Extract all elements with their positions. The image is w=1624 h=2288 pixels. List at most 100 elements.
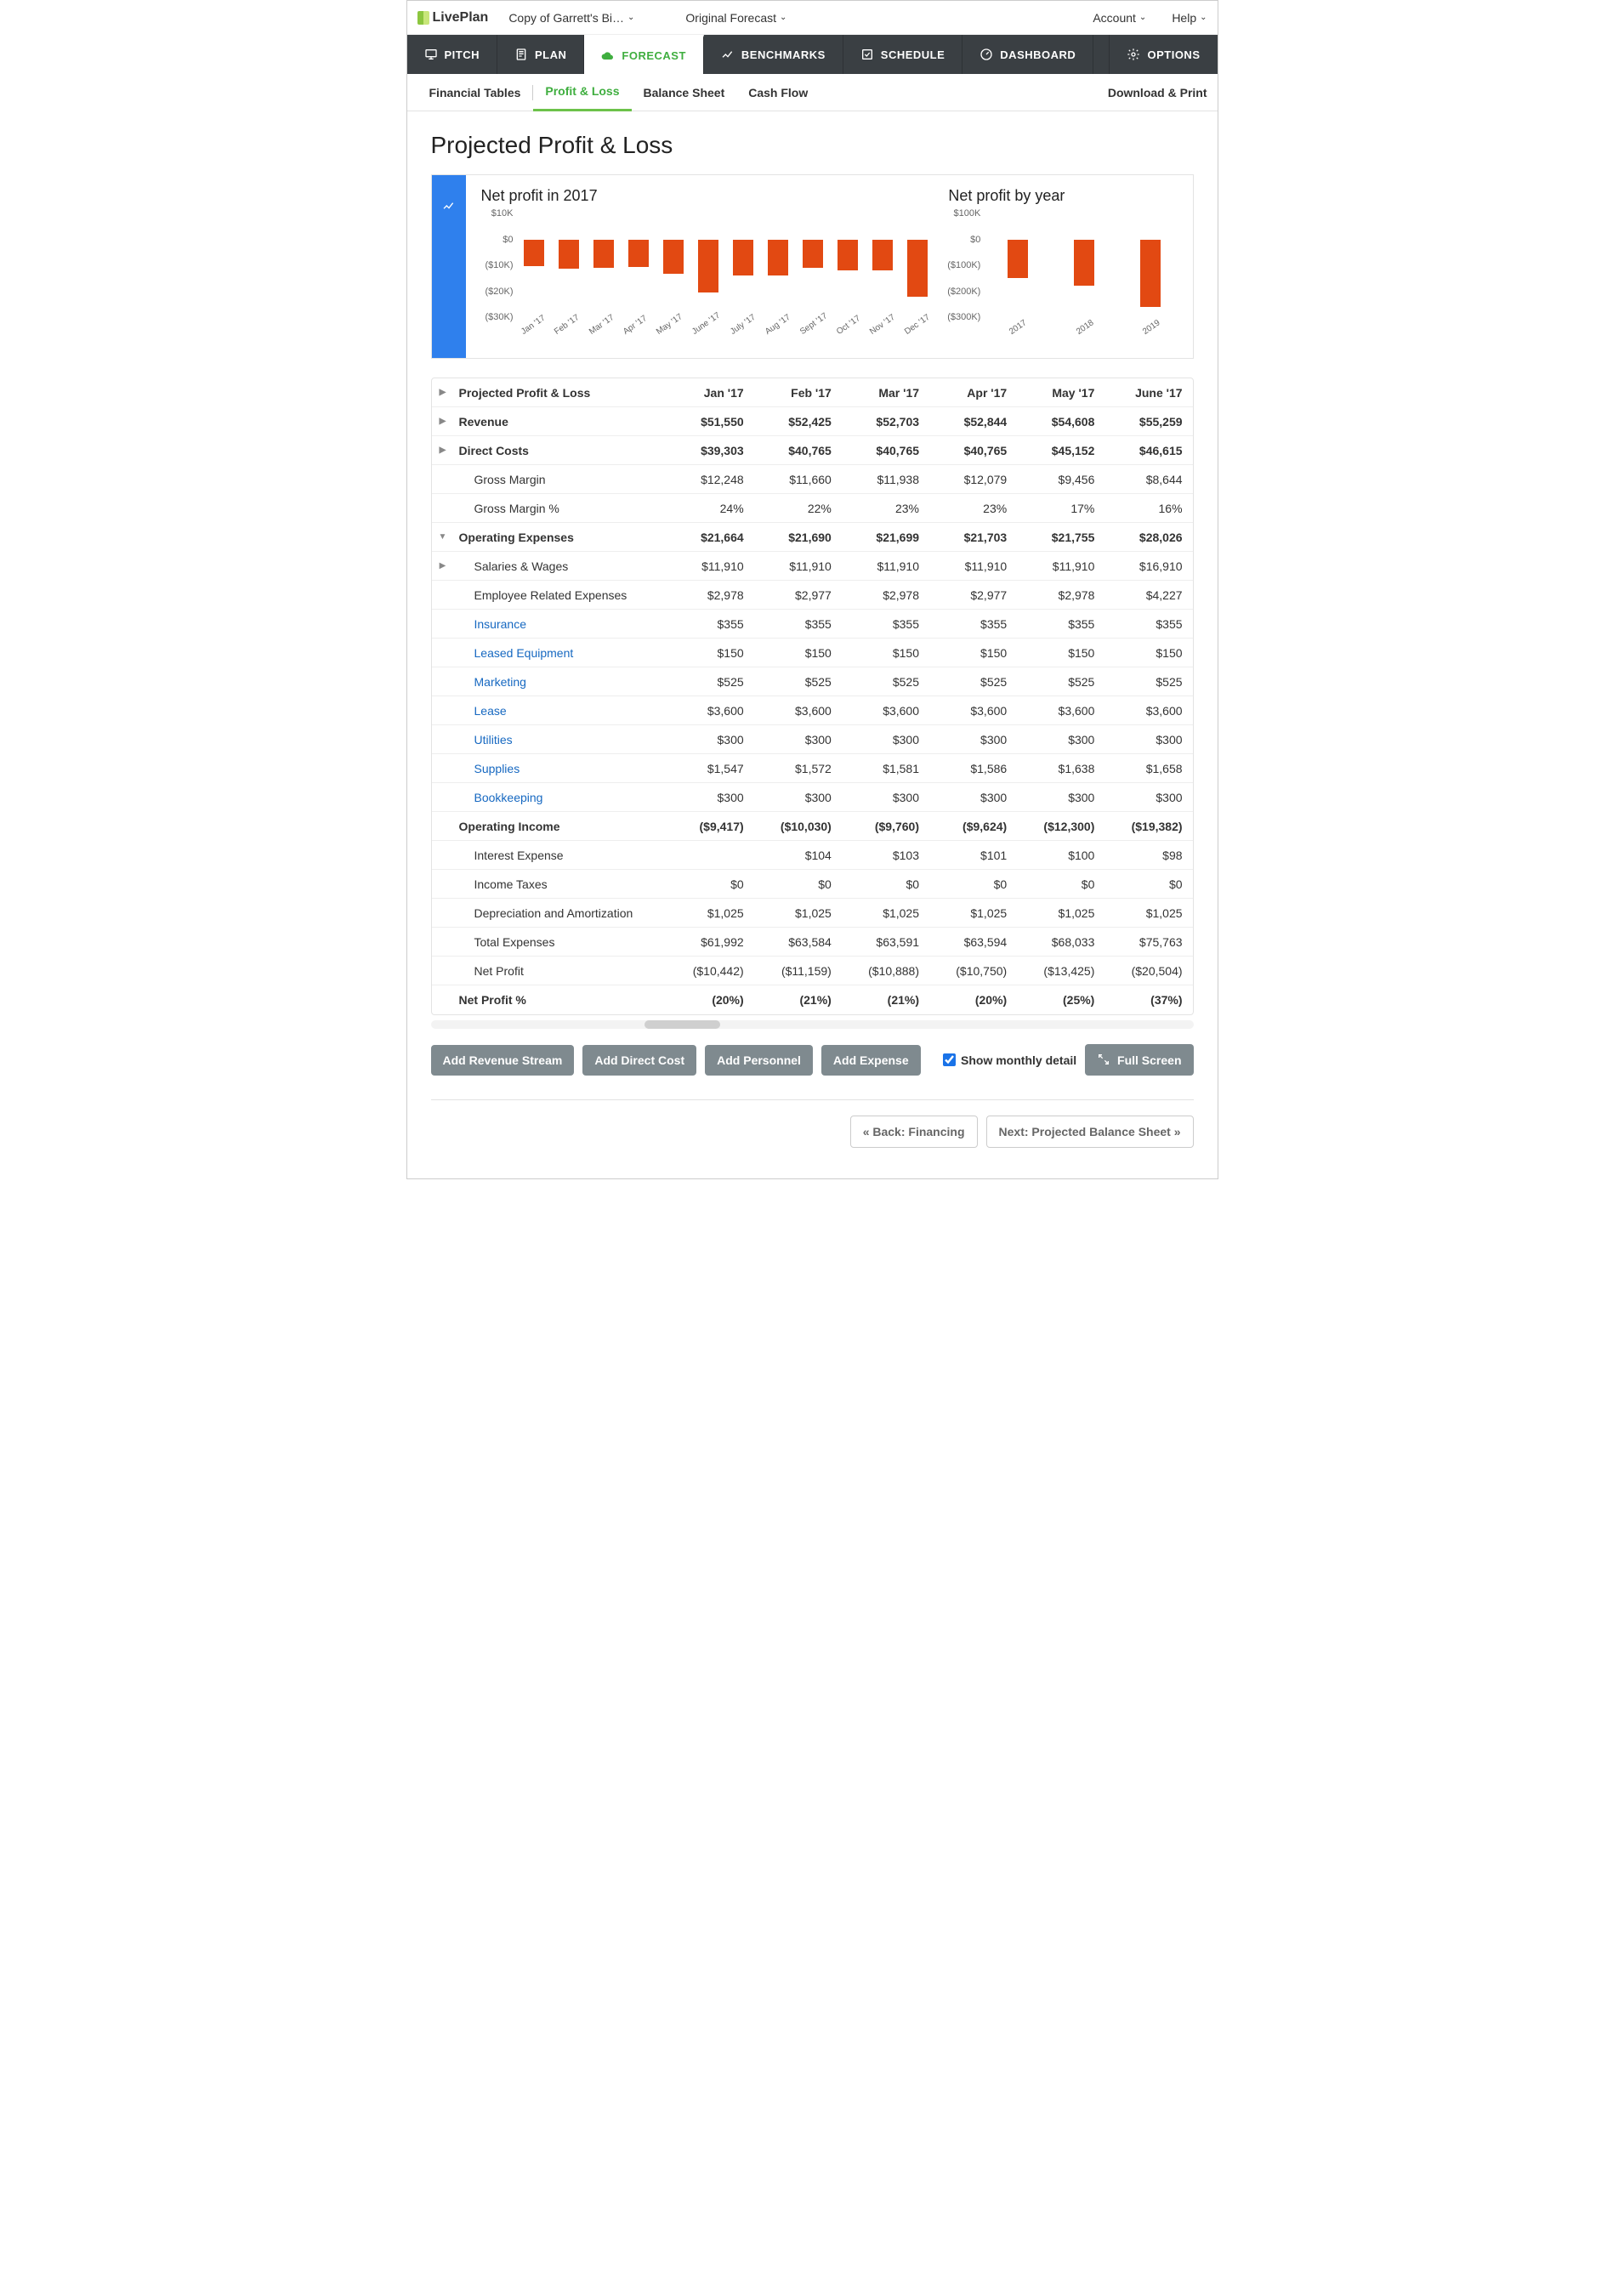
expand-toggle[interactable]: ▶ bbox=[432, 388, 454, 397]
add-direct-cost-button[interactable]: Add Direct Cost bbox=[582, 1045, 696, 1076]
subnav-label: Balance Sheet bbox=[644, 86, 725, 99]
cell: $355 bbox=[1104, 610, 1192, 638]
cell: $0 bbox=[1017, 871, 1104, 898]
help-dropdown[interactable]: Help ⌄ bbox=[1172, 11, 1207, 25]
cell: $525 bbox=[1017, 668, 1104, 695]
subnav-label: Profit & Loss bbox=[545, 84, 619, 98]
show-monthly-checkbox[interactable]: Show monthly detail bbox=[943, 1053, 1076, 1067]
plan-name: Copy of Garrett's Bi… bbox=[508, 11, 624, 25]
subnav-profit-loss[interactable]: Profit & Loss bbox=[533, 74, 631, 111]
subnav-financial-tables[interactable]: Financial Tables bbox=[417, 74, 533, 111]
add-revenue-button[interactable]: Add Revenue Stream bbox=[431, 1045, 575, 1076]
horizontal-scrollbar[interactable] bbox=[431, 1020, 1194, 1029]
row-label: Operating Expenses bbox=[454, 524, 667, 551]
trend-icon bbox=[721, 48, 735, 61]
nav-pitch[interactable]: PITCH bbox=[407, 35, 498, 74]
cell: $150 bbox=[1104, 639, 1192, 667]
bar bbox=[521, 213, 547, 317]
bar bbox=[835, 213, 860, 317]
subnav-cash-flow[interactable]: Cash Flow bbox=[736, 74, 820, 111]
nav-benchmarks[interactable]: BENCHMARKS bbox=[704, 35, 843, 74]
scroll-thumb[interactable] bbox=[644, 1020, 721, 1029]
cell: $2,978 bbox=[1017, 582, 1104, 609]
subnav-balance-sheet[interactable]: Balance Sheet bbox=[632, 74, 737, 111]
btn-label: Next: Projected Balance Sheet » bbox=[999, 1125, 1181, 1138]
row-label: Operating Income bbox=[454, 813, 667, 840]
cell: $0 bbox=[754, 871, 842, 898]
row-label: Gross Margin bbox=[454, 466, 667, 493]
cell: ($10,888) bbox=[842, 957, 929, 985]
cell: $11,910 bbox=[754, 553, 842, 580]
cell: $1,638 bbox=[1017, 755, 1104, 782]
table-row: Net Profit($10,442)($11,159)($10,888)($1… bbox=[432, 957, 1193, 985]
nav-options[interactable]: OPTIONS bbox=[1109, 35, 1217, 74]
nav-dashboard[interactable]: DASHBOARD bbox=[962, 35, 1093, 74]
cell: $525 bbox=[1104, 668, 1192, 695]
row-label[interactable]: Bookkeeping bbox=[454, 784, 667, 811]
cell: $3,600 bbox=[842, 697, 929, 724]
download-print-button[interactable]: Download & Print bbox=[1108, 86, 1207, 99]
cloud-icon bbox=[601, 49, 615, 63]
sub-nav: Financial Tables Profit & Loss Balance S… bbox=[407, 74, 1218, 111]
cell: 17% bbox=[1017, 495, 1104, 522]
cell bbox=[667, 849, 754, 862]
add-expense-button[interactable]: Add Expense bbox=[821, 1045, 921, 1076]
plan-dropdown[interactable]: Copy of Garrett's Bi… ⌄ bbox=[508, 11, 634, 25]
y-tick: $0 bbox=[474, 235, 514, 245]
nav-schedule[interactable]: SCHEDULE bbox=[843, 35, 963, 74]
row-label[interactable]: Lease bbox=[454, 697, 667, 724]
cell: $355 bbox=[842, 610, 929, 638]
cell: ($9,760) bbox=[842, 813, 929, 840]
nav-forecast[interactable]: FORECAST bbox=[584, 35, 704, 74]
account-dropdown[interactable]: Account ⌄ bbox=[1093, 11, 1146, 25]
row-label: Net Profit % bbox=[454, 986, 667, 1013]
cell: $98 bbox=[1104, 842, 1192, 869]
cell: $46,615 bbox=[1104, 437, 1192, 464]
expand-toggle[interactable]: ▶ bbox=[432, 417, 454, 426]
subnav-label: Cash Flow bbox=[748, 86, 808, 99]
cell: $61,992 bbox=[667, 928, 754, 956]
chart-panel: Net profit in 2017 $10K$0($10K)($20K)($3… bbox=[431, 174, 1194, 359]
x-tick: 2017 bbox=[1008, 318, 1040, 353]
table-header-row: ▶Projected Profit & LossJan '17Feb '17Ma… bbox=[432, 378, 1193, 407]
expand-toggle[interactable]: ▶ bbox=[432, 561, 454, 571]
row-label: Total Expenses bbox=[454, 928, 667, 956]
cell: 24% bbox=[667, 495, 754, 522]
forecast-dropdown[interactable]: Original Forecast ⌄ bbox=[685, 11, 786, 25]
back-button[interactable]: « Back: Financing bbox=[850, 1116, 978, 1148]
expand-toggle[interactable]: ▼ bbox=[432, 532, 454, 542]
cell: $0 bbox=[929, 871, 1017, 898]
add-personnel-button[interactable]: Add Personnel bbox=[705, 1045, 813, 1076]
nav-plan[interactable]: PLAN bbox=[497, 35, 584, 74]
next-button[interactable]: Next: Projected Balance Sheet » bbox=[986, 1116, 1194, 1148]
x-tick: Nov '17 bbox=[868, 313, 908, 353]
expand-toggle[interactable]: ▶ bbox=[432, 446, 454, 455]
checkbox-input[interactable] bbox=[943, 1053, 956, 1066]
row-label[interactable]: Insurance bbox=[454, 610, 667, 638]
x-tick: 2019 bbox=[1141, 318, 1173, 353]
row-label[interactable]: Marketing bbox=[454, 668, 667, 695]
cell: $75,763 bbox=[1104, 928, 1192, 956]
x-tick: May '17 bbox=[655, 312, 696, 353]
cell: $0 bbox=[842, 871, 929, 898]
row-label: Gross Margin % bbox=[454, 495, 667, 522]
cell: Feb '17 bbox=[754, 379, 842, 406]
row-label[interactable]: Utilities bbox=[454, 726, 667, 753]
cell: Apr '17 bbox=[929, 379, 1017, 406]
chevron-down-icon: ⌄ bbox=[780, 13, 786, 22]
x-tick: Oct '17 bbox=[835, 314, 873, 353]
y-tick: $0 bbox=[941, 235, 980, 245]
cell: May '17 bbox=[1017, 379, 1104, 406]
cell: $63,584 bbox=[754, 928, 842, 956]
cell: $40,765 bbox=[929, 437, 1017, 464]
financial-table: ▶Projected Profit & LossJan '17Feb '17Ma… bbox=[431, 378, 1194, 1015]
x-tick: Aug '17 bbox=[764, 313, 803, 353]
separator bbox=[431, 1099, 1194, 1100]
row-label[interactable]: Leased Equipment bbox=[454, 639, 667, 667]
row-label[interactable]: Supplies bbox=[454, 755, 667, 782]
forecast-name: Original Forecast bbox=[685, 11, 776, 25]
chart-tab[interactable] bbox=[432, 175, 466, 358]
cell: $40,765 bbox=[842, 437, 929, 464]
full-screen-button[interactable]: Full Screen bbox=[1085, 1044, 1193, 1076]
bar bbox=[661, 213, 686, 317]
